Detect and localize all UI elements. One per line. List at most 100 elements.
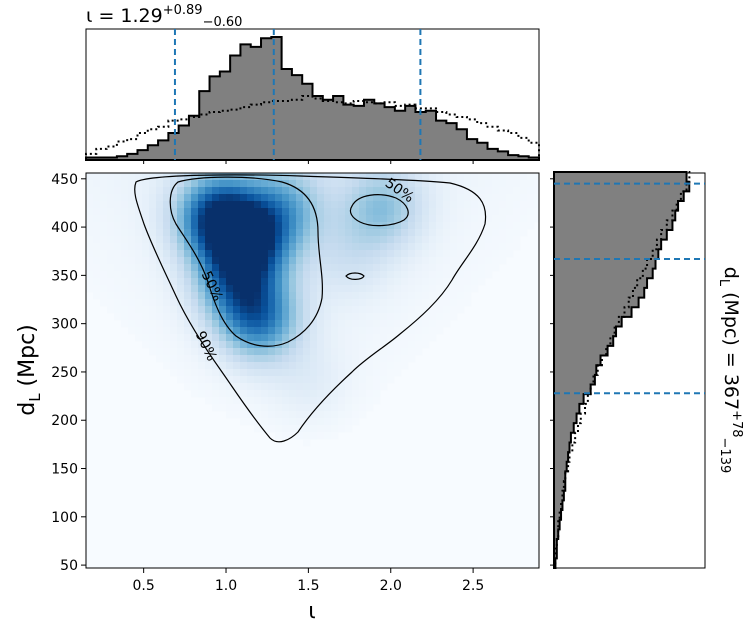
heat-cell-1228 xyxy=(352,404,360,412)
heat-cell-921 xyxy=(296,376,304,384)
heat-cell-1318 xyxy=(373,299,381,307)
heat-cell-1522 xyxy=(422,299,430,307)
heat-cell-1378 xyxy=(387,271,395,279)
heat-cell-387 xyxy=(191,362,199,370)
heat-cell-158 xyxy=(135,299,143,307)
heat-cell-1109 xyxy=(331,355,339,363)
heat-cell-420 xyxy=(198,369,206,377)
heat-cell-81 xyxy=(114,222,122,230)
heat-cell-1462 xyxy=(408,250,416,258)
heat-cell-799 xyxy=(275,320,283,328)
heat-cell-939 xyxy=(303,236,311,244)
heat-cell-70 xyxy=(107,285,115,293)
heat-cell-861 xyxy=(289,222,297,230)
heat-cell-963 xyxy=(303,404,311,412)
heat-cell-797 xyxy=(275,306,283,314)
heat-cell-1717 xyxy=(492,250,500,258)
heat-cell-531 xyxy=(226,215,234,223)
heat-cell-812 xyxy=(275,411,283,419)
heat-cell-477 xyxy=(212,313,220,321)
heat-cell-933 xyxy=(303,194,311,202)
heat-cell-214 xyxy=(149,348,157,356)
heat-cell-589 xyxy=(233,376,241,384)
heat-cell-694 xyxy=(254,362,262,370)
heat-cell-900 xyxy=(296,229,304,237)
heat-cell-390 xyxy=(191,383,199,391)
heat-cell-926 xyxy=(296,411,304,419)
heat-cell-829 xyxy=(282,264,290,272)
heat-cell-48 xyxy=(100,264,108,272)
heat-cell-436 xyxy=(205,257,213,265)
heat-cell-198 xyxy=(149,236,157,244)
contour-50-main xyxy=(169,176,323,347)
heat-cell-339 xyxy=(184,243,192,251)
heat-cell-1535 xyxy=(429,215,437,223)
heat-cell-455 xyxy=(205,390,213,398)
heat-cell-171 xyxy=(142,222,150,230)
heat-cell-211 xyxy=(149,327,157,335)
heat-cell-628 xyxy=(240,404,248,412)
heat-cell-532 xyxy=(226,222,234,230)
heat-cell-1579 xyxy=(443,194,451,202)
heat-cell-924 xyxy=(296,397,304,405)
joint-axes: 0.5 1.0 1.5 2.0 2.55010015020025030035040045… xyxy=(51,160,554,594)
heat-cell-674 xyxy=(254,222,262,230)
heat-cell-881 xyxy=(289,362,297,370)
heat-cell-173 xyxy=(142,236,150,244)
heat-cell-1463 xyxy=(408,257,416,265)
heat-cell-998 xyxy=(310,376,318,384)
heat-cell-851 xyxy=(282,418,290,426)
heat-cell-538 xyxy=(226,264,234,272)
heat-cell-971 xyxy=(310,187,318,195)
heat-cell-640 xyxy=(247,236,255,244)
heat-cell-1509 xyxy=(422,208,430,216)
heat-cell-583 xyxy=(233,334,241,342)
heat-cell-827 xyxy=(282,250,290,258)
heat-cell-1479 xyxy=(415,180,423,188)
heat-cell-65 xyxy=(107,250,115,258)
heat-cell-1256 xyxy=(359,348,367,356)
heat-cell-772 xyxy=(268,390,276,398)
heat-cell-127 xyxy=(128,243,136,251)
heat-cell-1574 xyxy=(436,320,444,328)
heat-cell-929 xyxy=(296,432,304,440)
heat-cell-527 xyxy=(226,187,234,195)
heat-cell-1562 xyxy=(436,236,444,244)
heat-cell-1248 xyxy=(359,292,367,300)
heat-cell-1088 xyxy=(331,208,339,216)
heat-cell-958 xyxy=(303,369,311,377)
heat-cell-1131 xyxy=(338,243,346,251)
heat-cell-197 xyxy=(149,229,157,237)
heat-cell-1077 xyxy=(324,397,332,405)
heat-cell-1107 xyxy=(331,341,339,349)
heat-cell-461 xyxy=(212,201,220,209)
heat-cell-1611 xyxy=(450,264,458,272)
heat-cell-880 xyxy=(289,355,297,363)
heat-cell-1657 xyxy=(464,299,472,307)
heat-cell-517 xyxy=(219,355,227,363)
heat-cell-1002 xyxy=(310,404,318,412)
heat-cell-1297 xyxy=(366,390,374,398)
heat-cell-1175 xyxy=(345,292,353,300)
heat-cell-317 xyxy=(177,299,185,307)
heat-cell-1752 xyxy=(513,222,521,230)
heat-cell-913 xyxy=(296,320,304,328)
heat-cell-1029 xyxy=(317,327,325,335)
heat-cell-112 xyxy=(121,292,129,300)
heat-cell-725 xyxy=(261,320,269,328)
heat-cell-1751 xyxy=(513,215,521,223)
heat-cell-1041 xyxy=(317,411,325,419)
heat-cell-1038 xyxy=(317,390,325,398)
y-tick-label-6: 350 xyxy=(51,268,78,284)
heat-cell-1742 xyxy=(506,236,514,244)
heat-cell-258 xyxy=(163,285,171,293)
heat-cell-429 xyxy=(205,208,213,216)
heat-cell-1125 xyxy=(338,201,346,209)
heat-cell-576 xyxy=(233,285,241,293)
heat-cell-1292 xyxy=(366,355,374,363)
heat-cell-660 xyxy=(247,376,255,384)
heat-cell-911 xyxy=(296,306,304,314)
heat-cell-399 xyxy=(198,222,206,230)
heat-cell-1165 xyxy=(345,222,353,230)
